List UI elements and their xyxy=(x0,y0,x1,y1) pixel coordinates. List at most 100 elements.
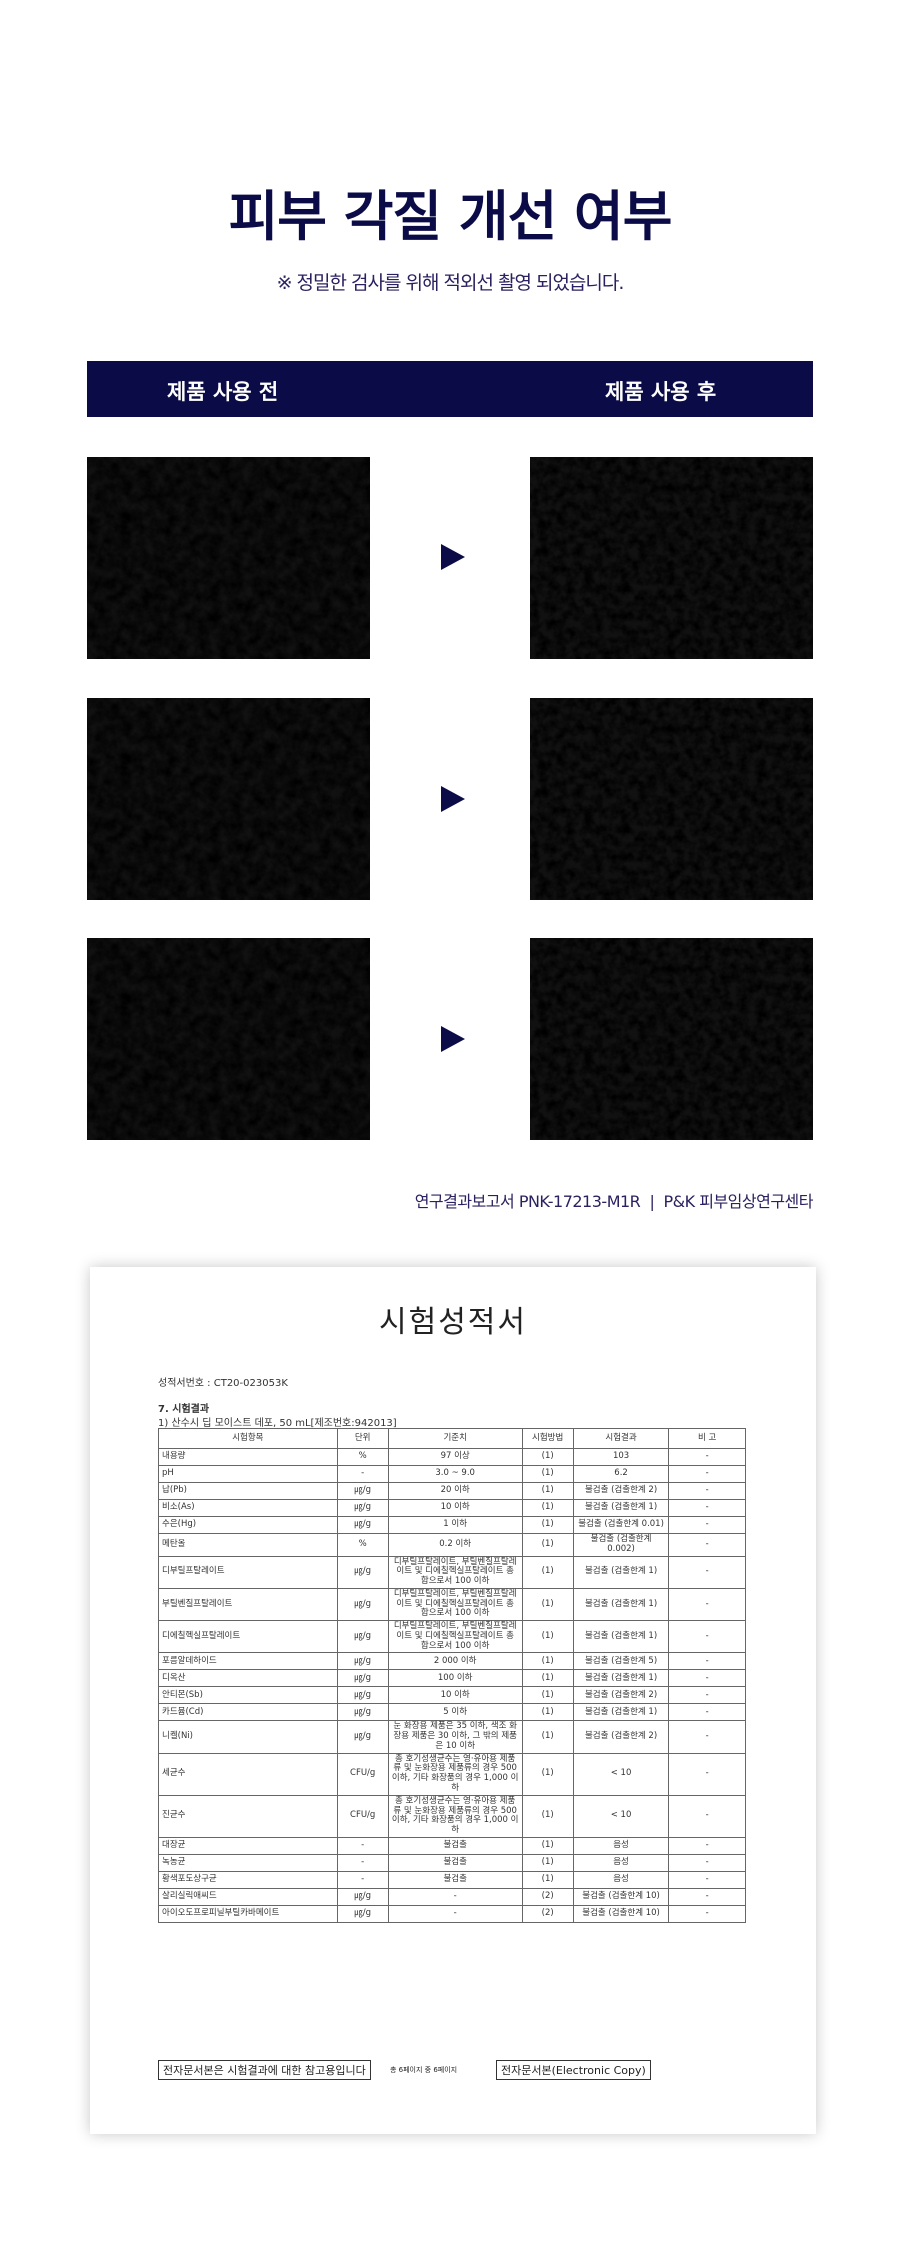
table-cell: 포름알데하이드 xyxy=(158,1652,338,1671)
report-title: 시험성적서 xyxy=(379,1305,527,1340)
table-cell: 10 이하 xyxy=(387,1686,523,1705)
table-cell: (1) xyxy=(521,1448,574,1466)
table-cell: 납(Pb) xyxy=(158,1482,338,1500)
source-caption: 연구결과보고서 PNK-17213-M1R | P&K 피부임상연구센타 xyxy=(414,1192,814,1211)
table-row: 비소(As) ㎍/g 10 이하 (1) 불검출 (검출한계 1) - xyxy=(158,1499,746,1517)
table-cell: - xyxy=(668,1620,746,1654)
table-cell: - xyxy=(668,1533,746,1557)
table-cell: 총 호기성생균수는 영·유아용 제품류 및 눈화장용 제품류의 경우 500 이… xyxy=(387,1752,523,1796)
table-cell: 6.2 xyxy=(572,1465,670,1483)
table-cell: - xyxy=(668,1870,746,1889)
table-cell: CFU/g xyxy=(336,1794,389,1838)
table-cell: - xyxy=(668,1752,746,1796)
table-cell: 부틸벤질프탈레이트 xyxy=(158,1587,338,1622)
table-cell: (1) xyxy=(521,1482,574,1500)
table-cell: - xyxy=(668,1904,746,1923)
table-cell: 불검출 (검출한계 1) xyxy=(572,1555,670,1589)
table-cell: 총 호기성생균수는 영·유아용 제품류 및 눈화장용 제품류의 경우 500 이… xyxy=(387,1794,523,1838)
table-cell: (1) xyxy=(521,1669,574,1688)
table-cell: pH xyxy=(158,1465,338,1483)
column-header: 시험항목 xyxy=(158,1428,338,1449)
table-cell: - xyxy=(336,1870,389,1889)
before-image-1 xyxy=(87,457,370,659)
table-cell: (1) xyxy=(521,1555,574,1589)
table-cell: 녹농균 xyxy=(158,1853,338,1872)
table-cell: ㎍/g xyxy=(336,1499,389,1517)
table-cell: 103 xyxy=(572,1448,670,1466)
table-cell: - xyxy=(668,1555,746,1589)
table-row: 디에칠헥실프탈레이트 ㎍/g 디부틸프탈레이트, 부틸벤질프탈레이트 및 디에칠헥실… xyxy=(158,1620,746,1654)
column-header: 단위 xyxy=(336,1428,389,1449)
table-row: 안티몬(Sb) ㎍/g 10 이하 (1) 불검출 (검출한계 2) - xyxy=(158,1686,746,1705)
table-cell: 황색포도상구균 xyxy=(158,1870,338,1889)
table-cell: 3.0 ~ 9.0 xyxy=(387,1465,523,1483)
comparison-header: 제품 사용 전 제품 사용 후 xyxy=(87,361,813,417)
table-cell: 수은(Hg) xyxy=(158,1516,338,1534)
table-cell: 음성 xyxy=(572,1870,670,1889)
table-cell: 니켈(Ni) xyxy=(158,1720,338,1754)
table-cell: (1) xyxy=(521,1587,574,1622)
table-cell: 카드뮴(Cd) xyxy=(158,1703,338,1722)
page-subtitle: ※ 정밀한 검사를 위해 적외선 촬영 되었습니다. xyxy=(276,272,625,294)
table-cell: ㎍/g xyxy=(336,1652,389,1671)
footer-note: 전자문서본은 시험결과에 대한 참고용입니다 xyxy=(158,2060,371,2080)
after-image-3 xyxy=(530,938,813,1140)
table-cell: - xyxy=(668,1703,746,1722)
table-cell: 20 이하 xyxy=(387,1482,523,1500)
table-cell: (1) xyxy=(521,1703,574,1722)
table-cell: ㎍/g xyxy=(336,1720,389,1754)
table-cell: 불검출 (검출한계 2) xyxy=(572,1686,670,1705)
test-report-document: 시험성적서 성적서번호 : CT20-023053K 7. 시험결과 1) 산수… xyxy=(90,1267,816,2134)
results-table: 시험항목 단위 기준치 시험방법 시험결과 비 고 내용량% 97 이상 (1) 103- pH -… xyxy=(158,1428,746,1923)
table-cell: 눈 화장용 제품은 35 이하, 색조 화장용 제품은 30 이하, 그 밖의 … xyxy=(387,1720,523,1754)
table-cell: 내용량 xyxy=(158,1448,338,1466)
table-cell: 5 이하 xyxy=(387,1703,523,1722)
table-cell: - xyxy=(668,1794,746,1838)
table-cell: 2 000 이하 xyxy=(387,1652,523,1671)
table-cell: 불검출 (검출한계 2) xyxy=(572,1720,670,1754)
triangle-right-icon xyxy=(441,786,465,812)
section-title: 7. 시험결과 xyxy=(158,1404,210,1415)
table-cell: - xyxy=(336,1465,389,1483)
table-cell: 0.2 이하 xyxy=(387,1533,523,1557)
column-header: 시험결과 xyxy=(572,1428,670,1449)
table-cell: - xyxy=(336,1853,389,1872)
table-cell: 불검출 (검출한계 2) xyxy=(572,1482,670,1500)
after-label: 제품 사용 후 xyxy=(605,380,717,404)
table-cell: 불검출 (검출한계 0.002) xyxy=(572,1533,670,1557)
table-cell: 불검출 (검출한계 1) xyxy=(572,1620,670,1654)
table-cell: 안티몬(Sb) xyxy=(158,1686,338,1705)
table-row: 진균수 CFU/g 총 호기성생균수는 영·유아용 제품류 및 눈화장용 제품류의 … xyxy=(158,1794,746,1838)
table-cell: 100 이하 xyxy=(387,1669,523,1688)
table-cell: (1) xyxy=(521,1499,574,1517)
table-row: 카드뮴(Cd) ㎍/g 5 이하 (1) 불검출 (검출한계 1) - xyxy=(158,1703,746,1722)
table-cell: - xyxy=(668,1652,746,1671)
table-cell: 디에칠헥실프탈레이트 xyxy=(158,1620,338,1654)
table-row: 황색포도상구균 - 불검출 (1) 음성 - xyxy=(158,1870,746,1889)
table-cell: 97 이상 xyxy=(387,1448,523,1466)
table-cell: (1) xyxy=(521,1720,574,1754)
table-cell: 디부틸프탈레이트, 부틸벤질프탈레이트 및 디에칠헥실프탈레이트 총 합으로서 … xyxy=(387,1620,523,1654)
table-row: 니켈(Ni) ㎍/g 눈 화장용 제품은 35 이하, 색조 화장용 제품은 30 … xyxy=(158,1720,746,1754)
table-cell: (1) xyxy=(521,1533,574,1557)
table-row: 포름알데하이드 ㎍/g 2 000 이하 (1) 불검출 (검출한계 5) - xyxy=(158,1652,746,1671)
table-cell: (1) xyxy=(521,1836,574,1855)
table-cell: 아이오도프로피닐부틸카바메이트 xyxy=(158,1904,338,1923)
table-row: 살리실릭애씨드 ㎍/g - (2) 불검출 (검출한계 10) - xyxy=(158,1887,746,1906)
table-cell: 음성 xyxy=(572,1836,670,1855)
table-cell: 불검출 (검출한계 1) xyxy=(572,1669,670,1688)
table-row: 납(Pb) ㎍/g 20 이하 (1) 불검출 (검출한계 2) - xyxy=(158,1482,746,1500)
table-cell: ㎍/g xyxy=(336,1904,389,1923)
table-cell: 불검출 xyxy=(387,1853,523,1872)
table-row: 디옥산 ㎍/g 100 이하 (1) 불검출 (검출한계 1) - xyxy=(158,1669,746,1688)
table-cell: ㎍/g xyxy=(336,1587,389,1622)
table-row: 내용량% 97 이상 (1) 103- xyxy=(158,1448,746,1466)
table-cell: (1) xyxy=(521,1652,574,1671)
before-label: 제품 사용 전 xyxy=(167,380,279,404)
cert-number: 성적서번호 : CT20-023053K xyxy=(158,1378,288,1389)
table-cell: 불검출 (검출한계 10) xyxy=(572,1887,670,1906)
table-row: 부틸벤질프탈레이트 ㎍/g 디부틸프탈레이트, 부틸벤질프탈레이트 및 디에칠헥실프… xyxy=(158,1587,746,1622)
table-cell: ㎍/g xyxy=(336,1669,389,1688)
table-cell: - xyxy=(668,1720,746,1754)
table-row: 수은(Hg) ㎍/g 1 이하 (1) 불검출 (검출한계 0.01) - xyxy=(158,1516,746,1534)
